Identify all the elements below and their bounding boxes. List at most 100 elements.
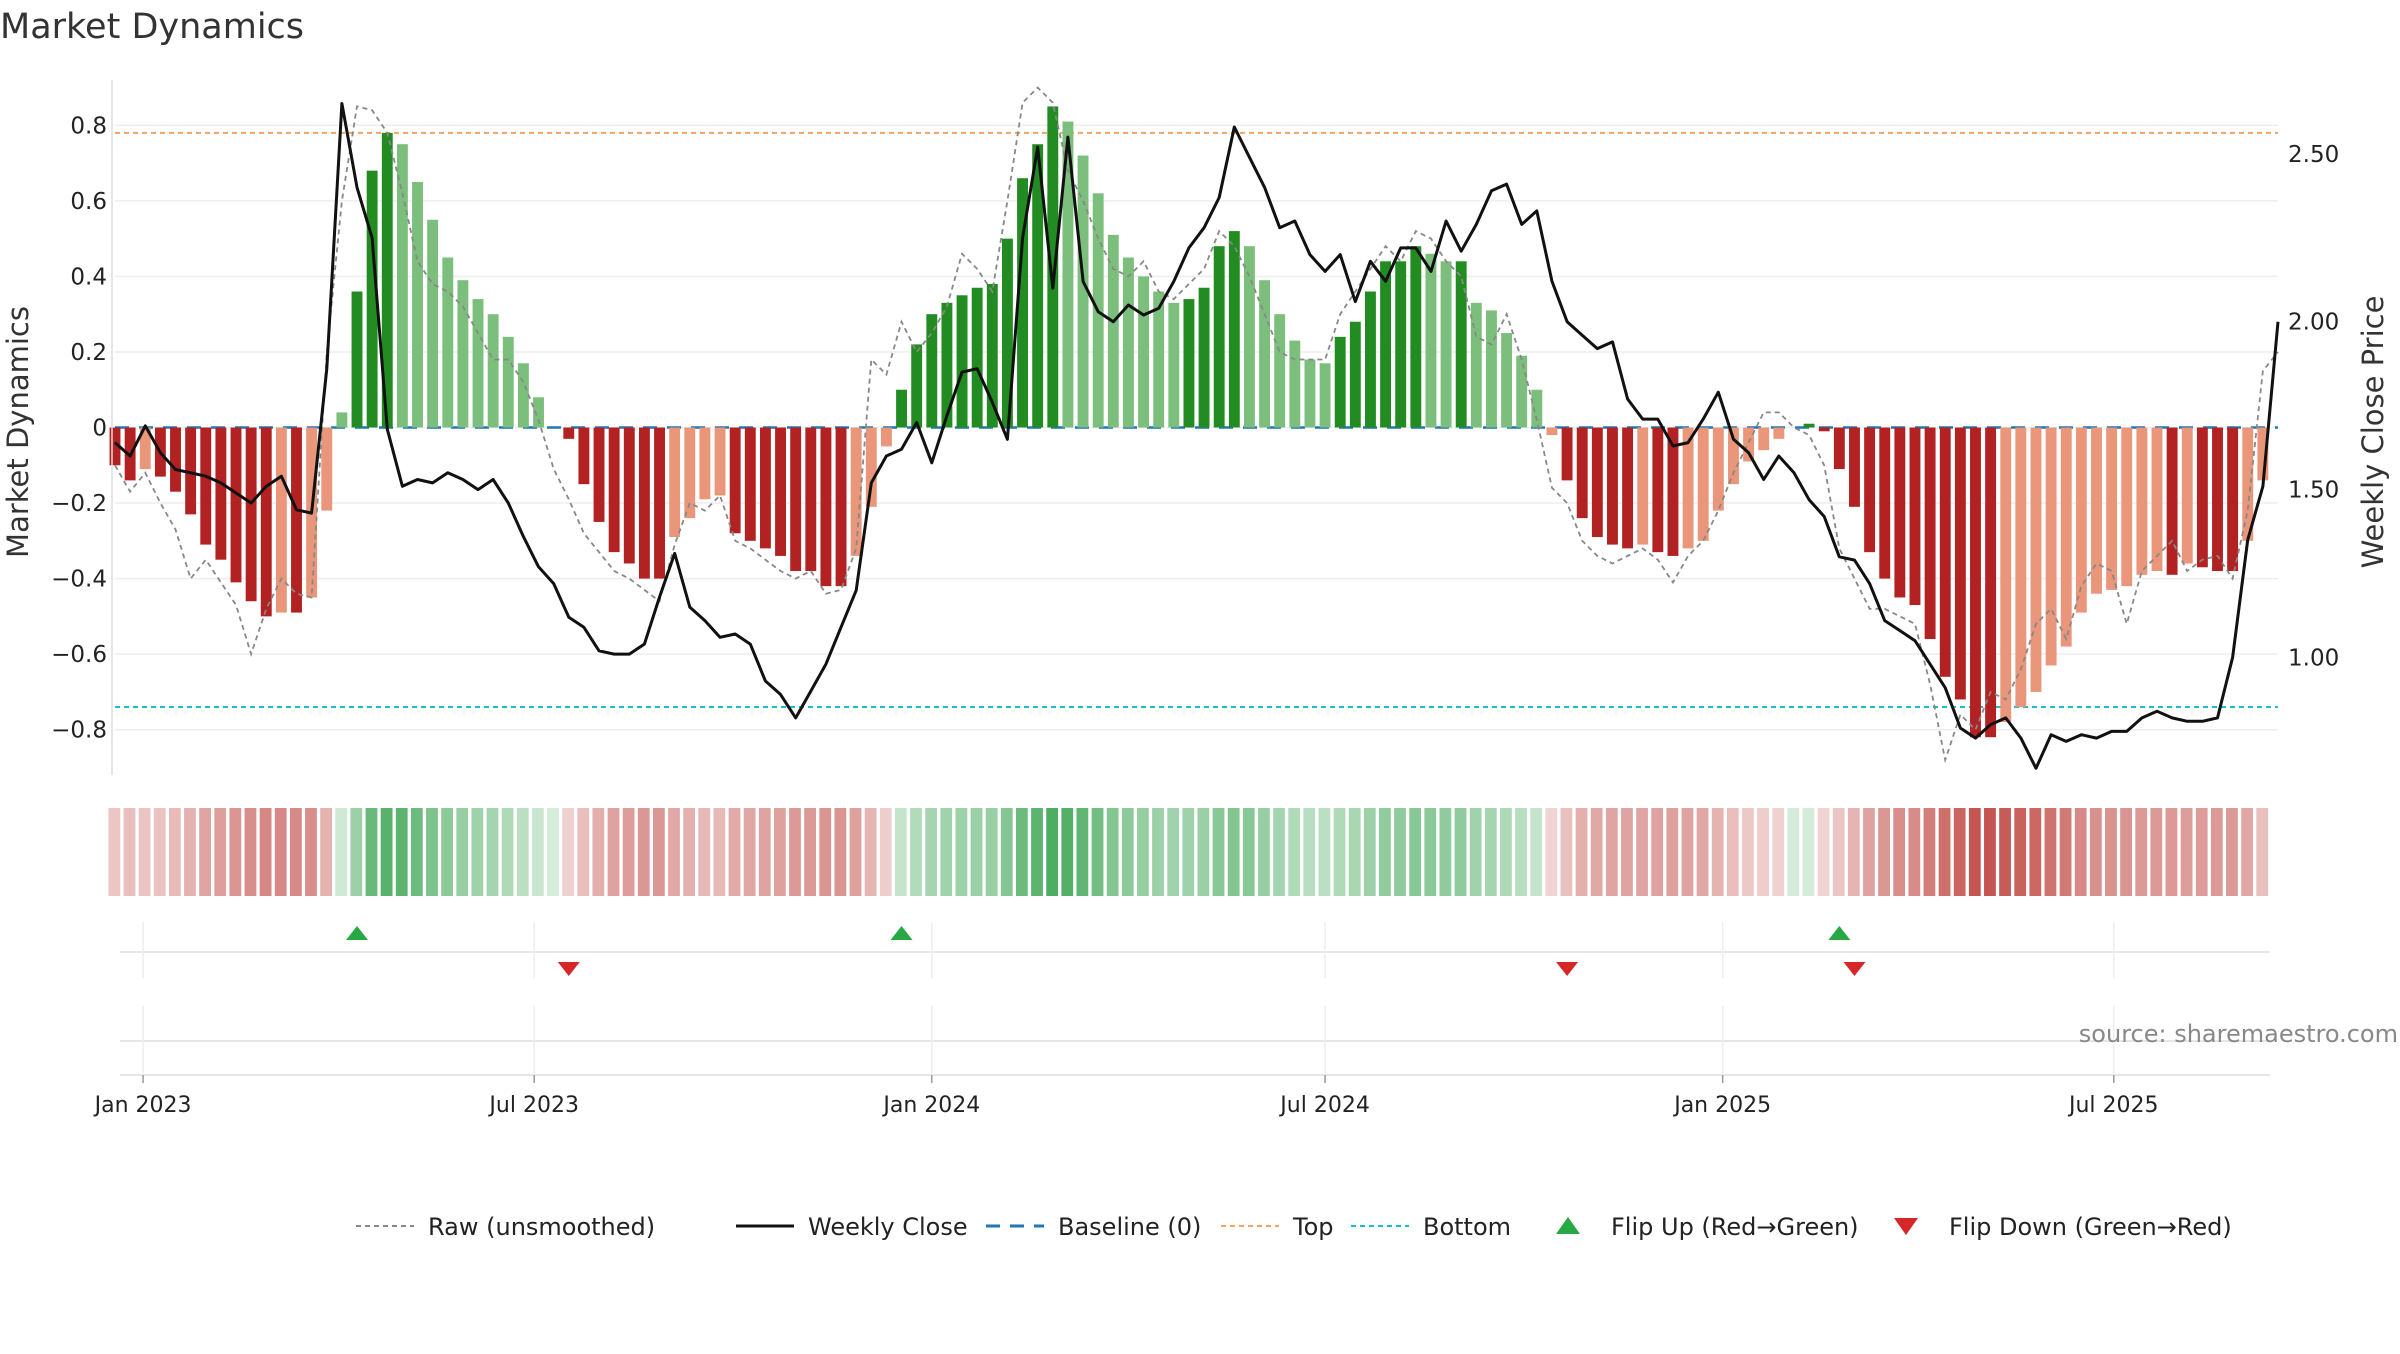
strip-cell — [849, 808, 862, 896]
histogram-bar — [1516, 355, 1528, 428]
histogram-bar — [1743, 427, 1755, 462]
histogram-bar — [275, 427, 287, 613]
histogram-bar — [1818, 427, 1830, 432]
strip-cell — [1136, 808, 1149, 896]
strip-cell — [123, 808, 136, 896]
left-tick-label: −0.8 — [51, 718, 107, 744]
histogram-bar — [2000, 427, 2012, 723]
left-tick-label: 0.2 — [70, 340, 107, 366]
histogram-bar — [442, 257, 454, 428]
regime-color-strip — [108, 808, 2269, 896]
histogram-bar — [941, 302, 953, 428]
strip-cell — [925, 808, 938, 896]
legend-item-baseline: Baseline (0) — [986, 1213, 1201, 1241]
strip-cell — [562, 808, 575, 896]
strip-cell — [1424, 808, 1437, 896]
strip-cell — [1847, 808, 1860, 896]
histogram-bar — [2091, 427, 2102, 594]
histogram-bar — [1001, 238, 1013, 428]
histogram-bar — [759, 427, 771, 549]
histogram-bar — [669, 427, 681, 538]
histogram-bar — [1274, 314, 1286, 428]
strip-cell — [1348, 808, 1361, 896]
strip-cell — [2241, 808, 2253, 896]
strip-cell — [2120, 808, 2132, 896]
left-tick-label: 0.6 — [70, 189, 107, 215]
strip-cell — [2135, 808, 2148, 896]
histogram-bar — [1667, 427, 1679, 556]
strip-cell — [1666, 808, 1679, 896]
histogram-bar — [684, 427, 696, 519]
histogram-bar — [1954, 427, 1966, 700]
strip-cell — [2089, 808, 2102, 896]
histogram-bar — [1712, 427, 1724, 511]
strip-cell — [1046, 808, 1059, 896]
right-axis-label: Weekly Close Price — [2356, 296, 2390, 569]
strip-cell — [1651, 808, 1664, 896]
histogram-bar — [381, 132, 393, 428]
strip-cell — [1893, 808, 1906, 896]
strip-cell — [1076, 808, 1089, 896]
strip-cell — [214, 808, 227, 896]
histogram-bar — [1365, 291, 1376, 428]
histogram-bar — [1380, 261, 1392, 428]
strip-cell — [834, 808, 847, 896]
histogram-bar — [2136, 427, 2148, 575]
strip-cell — [1742, 808, 1754, 896]
strip-cell — [153, 808, 166, 896]
histogram-bar — [2060, 427, 2072, 647]
histogram-bar — [1440, 261, 1452, 428]
right-tick-label: 2.00 — [2288, 310, 2339, 336]
histogram-bar — [1909, 427, 1921, 606]
histogram-bar — [729, 427, 741, 534]
left-tick-label: 0.8 — [70, 113, 107, 139]
strip-cell — [1273, 808, 1285, 896]
strip-cell — [199, 808, 211, 896]
histogram-bar — [1032, 144, 1044, 428]
strip-cell — [1152, 808, 1164, 896]
strip-cell — [410, 808, 423, 896]
histogram-bar — [1289, 340, 1301, 428]
strip-cell — [1333, 808, 1346, 896]
histogram-bar — [1017, 178, 1028, 428]
histogram-bar — [366, 170, 378, 428]
strip-cell — [607, 808, 620, 896]
histogram-bar — [1349, 321, 1361, 428]
legend-label: Top — [1292, 1213, 1334, 1241]
histogram-bar — [2227, 427, 2239, 572]
histogram-bar — [2242, 427, 2254, 541]
strip-cell — [1454, 808, 1467, 896]
histogram-bar — [351, 291, 363, 428]
histogram-bar — [2257, 427, 2269, 481]
histogram-bar — [775, 427, 786, 556]
histogram-bar — [1198, 287, 1210, 428]
series-lines — [114, 86, 2280, 770]
strip-cell — [728, 808, 741, 896]
histogram-bar — [1228, 231, 1240, 428]
strip-cell — [1484, 808, 1497, 896]
histogram-bar — [578, 427, 590, 485]
strip-cell — [471, 808, 484, 896]
histogram-bar — [1334, 336, 1346, 428]
histogram-bar — [2075, 427, 2087, 613]
histogram-bar — [865, 427, 877, 507]
strip-cell — [1409, 808, 1422, 896]
strip-cell — [365, 808, 378, 896]
strip-cell — [2165, 808, 2178, 896]
strip-cell — [320, 808, 332, 896]
strip-cell — [592, 808, 605, 896]
legend-item-bottom: Bottom — [1351, 1213, 1511, 1241]
histogram-bar — [1652, 427, 1664, 553]
strip-cell — [758, 808, 771, 896]
histogram-bar — [911, 344, 923, 428]
histogram-bar — [2121, 427, 2133, 587]
histogram-bar — [1849, 427, 1860, 507]
strip-cell — [1500, 808, 1512, 896]
histogram-bar — [1319, 363, 1331, 428]
chart-title: Market Dynamics — [0, 7, 304, 47]
strip-cell — [486, 808, 499, 896]
strip-cell — [274, 808, 287, 896]
histogram-bar — [517, 363, 529, 428]
histogram-bar — [1153, 291, 1165, 428]
flip-up-marker — [346, 926, 369, 940]
